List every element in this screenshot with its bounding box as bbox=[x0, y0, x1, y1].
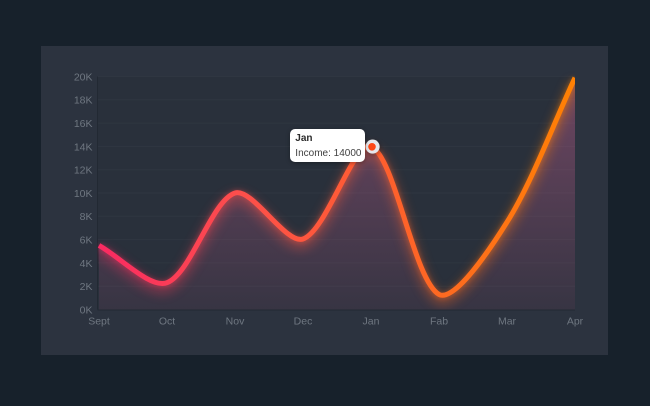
svg-text:14K: 14K bbox=[74, 141, 93, 153]
svg-text:4K: 4K bbox=[80, 258, 93, 270]
svg-text:Nov: Nov bbox=[226, 316, 245, 328]
svg-text:6K: 6K bbox=[80, 235, 93, 247]
svg-text:10K: 10K bbox=[74, 188, 93, 200]
svg-text:20K: 20K bbox=[74, 71, 93, 83]
svg-text:12K: 12K bbox=[74, 165, 93, 177]
svg-text:16K: 16K bbox=[74, 118, 93, 130]
svg-text:2K: 2K bbox=[80, 281, 93, 293]
svg-text:Mar: Mar bbox=[498, 316, 517, 328]
svg-text:Dec: Dec bbox=[294, 316, 313, 328]
svg-text:Oct: Oct bbox=[159, 316, 175, 328]
svg-text:Apr: Apr bbox=[567, 316, 584, 328]
svg-text:Jan: Jan bbox=[363, 316, 380, 328]
svg-text:18K: 18K bbox=[74, 95, 93, 107]
svg-text:Sept: Sept bbox=[88, 316, 110, 328]
svg-text:Fab: Fab bbox=[430, 316, 448, 328]
svg-text:0K: 0K bbox=[80, 304, 93, 316]
svg-text:8K: 8K bbox=[80, 211, 93, 223]
